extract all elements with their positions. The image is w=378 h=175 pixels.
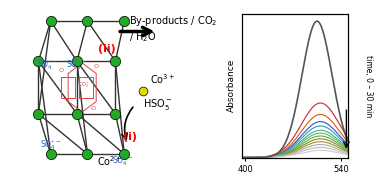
Point: [48, 20, 54, 22]
Text: O: O: [59, 68, 64, 72]
Text: SO$_4^{\bullet-}$: SO$_4^{\bullet-}$: [112, 154, 133, 168]
Point: [112, 60, 118, 63]
Text: CO$_2^-$: CO$_2^-$: [78, 81, 90, 90]
Text: (ii): (ii): [98, 44, 116, 54]
Text: By-products / CO$_2$
/ H$_2$O: By-products / CO$_2$ / H$_2$O: [129, 14, 218, 44]
Text: SO$_4^{\bullet-}$: SO$_4^{\bullet-}$: [37, 58, 58, 72]
Point: [139, 90, 146, 92]
Text: Co$^{3+}$: Co$^{3+}$: [150, 72, 175, 86]
Text: Co$^{2+}$: Co$^{2+}$: [97, 154, 122, 168]
Point: [112, 112, 118, 115]
Point: [36, 60, 42, 63]
Point: [84, 20, 90, 22]
Text: O: O: [94, 64, 99, 69]
Y-axis label: Absorbance: Absorbance: [227, 59, 236, 113]
Point: [121, 153, 127, 155]
Y-axis label: time, 0 – 30 min: time, 0 – 30 min: [364, 55, 373, 117]
Text: HSO$_5^-$: HSO$_5^-$: [143, 97, 172, 113]
Point: [36, 112, 42, 115]
Point: [74, 60, 80, 63]
Point: [48, 153, 54, 155]
Point: [121, 20, 127, 22]
Point: [84, 153, 90, 155]
Point: [74, 112, 80, 115]
Text: (i): (i): [123, 131, 137, 142]
Text: O: O: [90, 106, 95, 111]
Text: SO$_4^{\bullet-}$: SO$_4^{\bullet-}$: [40, 138, 61, 152]
Text: SO$_4^{\bullet-}$: SO$_4^{\bullet-}$: [66, 58, 88, 72]
